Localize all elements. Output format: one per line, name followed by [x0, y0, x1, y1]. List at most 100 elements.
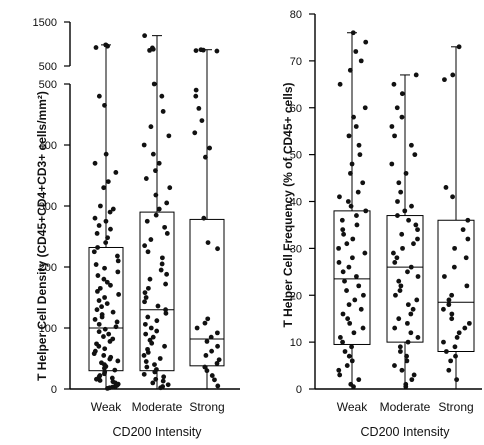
data-point — [103, 151, 109, 157]
data-point — [143, 331, 149, 337]
data-point — [142, 33, 148, 39]
left-upper-tick-label: 1500 — [33, 17, 57, 29]
data-point — [408, 330, 414, 336]
right-y-tick-label: 40 — [290, 197, 302, 209]
data-point — [194, 325, 200, 331]
data-point — [107, 339, 113, 344]
data-point — [192, 130, 198, 136]
data-point — [96, 223, 102, 228]
data-point — [95, 289, 100, 294]
data-point — [356, 142, 362, 148]
data-point — [102, 365, 107, 371]
data-point — [102, 326, 108, 332]
data-point — [115, 258, 121, 264]
data-point — [167, 185, 173, 191]
data-point — [162, 224, 168, 230]
data-point — [339, 217, 345, 223]
data-point — [99, 304, 104, 310]
data-point — [336, 245, 342, 251]
right-y-tick-label: 60 — [290, 103, 302, 115]
data-point — [97, 378, 103, 383]
data-point — [150, 46, 156, 52]
data-point — [91, 249, 97, 255]
data-point — [404, 358, 410, 364]
data-point — [452, 245, 457, 251]
data-point — [456, 330, 462, 336]
data-point — [214, 48, 220, 54]
data-point — [400, 245, 405, 251]
data-point — [353, 49, 359, 54]
right-y-tick-label: 50 — [290, 150, 302, 162]
left-y-tick-label: 200 — [39, 262, 57, 274]
data-point — [342, 349, 348, 354]
data-point — [344, 363, 350, 368]
data-point — [202, 364, 208, 370]
data-point — [147, 47, 152, 53]
data-point — [408, 142, 414, 148]
data-point — [355, 189, 361, 195]
data-point — [158, 385, 164, 391]
data-point — [154, 328, 160, 334]
data-point — [454, 377, 460, 383]
left-y-tick-label: 300 — [39, 201, 57, 213]
data-point — [350, 236, 356, 242]
data-point — [393, 292, 398, 298]
data-point — [97, 203, 103, 209]
data-point — [449, 311, 455, 317]
data-point — [451, 264, 457, 270]
data-point — [391, 250, 396, 256]
data-point — [200, 47, 206, 53]
data-point — [145, 314, 151, 320]
data-point — [394, 105, 400, 111]
right-chart: T Helper Cell Frequency (% of CD45+ cell… — [281, 9, 482, 439]
box — [333, 210, 371, 345]
left-y-axis-title: T Helper Cell Density (CD45+CD4+CD3+ cel… — [35, 91, 49, 381]
data-point — [94, 376, 99, 382]
data-point — [392, 363, 397, 368]
data-point — [104, 301, 110, 306]
data-point — [110, 309, 116, 315]
data-point — [143, 295, 149, 300]
data-point — [349, 358, 355, 364]
data-point — [106, 331, 112, 337]
data-point — [152, 362, 157, 367]
data-point — [340, 227, 346, 233]
data-point — [341, 231, 347, 237]
left-x-tick-label: Moderate — [132, 400, 183, 414]
data-point — [357, 152, 363, 158]
data-point — [201, 215, 207, 221]
data-point — [346, 264, 352, 270]
data-point — [148, 124, 154, 130]
data-point — [193, 48, 199, 53]
data-point — [208, 334, 214, 340]
data-point — [362, 250, 368, 256]
data-point — [346, 133, 352, 139]
data-point — [389, 161, 395, 167]
data-point — [96, 343, 102, 349]
data-point — [336, 367, 342, 373]
data-point — [143, 359, 149, 364]
data-point — [141, 353, 147, 358]
data-point — [446, 297, 452, 303]
data-point — [159, 93, 165, 99]
data-point — [391, 81, 397, 87]
data-point — [466, 320, 472, 326]
data-point — [404, 353, 409, 359]
data-point — [395, 199, 400, 204]
data-point — [209, 373, 215, 378]
data-point — [340, 339, 345, 345]
data-point — [354, 213, 359, 218]
data-point — [164, 271, 170, 277]
data-point — [104, 279, 110, 285]
data-point — [107, 209, 113, 215]
box — [386, 215, 424, 343]
data-point — [101, 276, 107, 282]
data-point — [150, 380, 156, 386]
data-point — [395, 213, 400, 218]
data-point — [392, 325, 398, 331]
data-point — [346, 353, 352, 359]
data-point — [109, 375, 115, 381]
left-y-tick-label: 100 — [39, 323, 57, 335]
data-point — [363, 208, 369, 214]
